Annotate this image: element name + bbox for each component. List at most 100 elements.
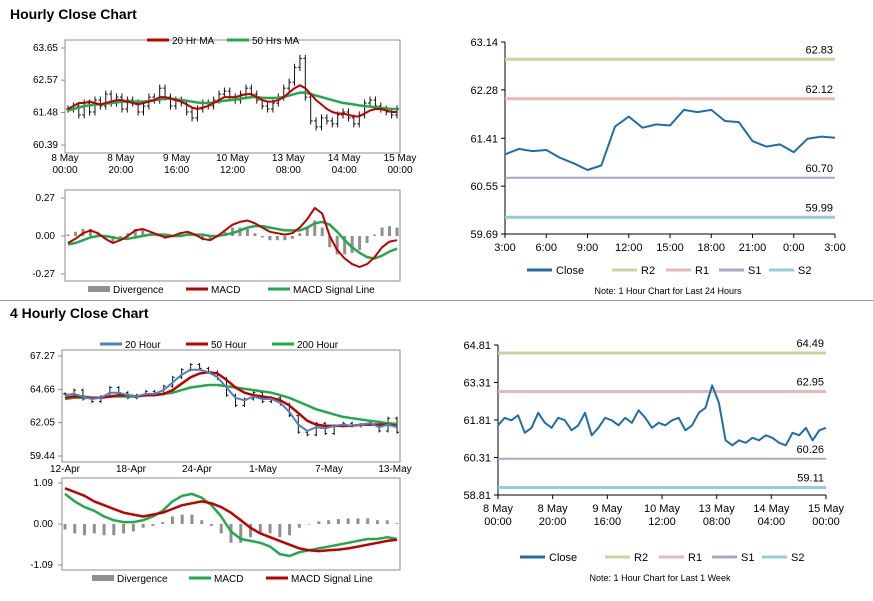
hourly-pivot-x-tick: 9:00 (577, 242, 598, 254)
hourly-macd-divergence-bar (328, 236, 332, 248)
legend-hourly-divergence-label: Divergence (113, 285, 164, 296)
four-hourly-pivot-y-tick: 60.31 (463, 453, 491, 465)
hourly-pivot-legend-label: Close (556, 265, 584, 277)
four-hourly-macd-divergence-bar (336, 519, 340, 524)
hourly-macd-divergence-bar (111, 236, 115, 242)
hourly-macd-divergence-bar (245, 228, 249, 236)
four-hourly-macd-divergence-bar (219, 524, 223, 534)
legend-20hr-ma-label: 20 Hr MA (172, 36, 215, 47)
four-hourly-macd-y-tick: 1.09 (34, 478, 54, 489)
four-hourly-price-y-tick: 67.27 (30, 351, 55, 362)
four-hourly-price-x-tick: 12-Apr (50, 464, 81, 475)
four-hourly-macd-divergence-bar (180, 514, 184, 524)
hourly-pivot-y-tick: 61.41 (470, 133, 498, 145)
four-hourly-macd-divergence-bar (297, 524, 301, 528)
four-hourly-macd-divergence-bar (122, 524, 126, 534)
four-hourly-macd-divergence-bar (366, 518, 370, 524)
legend-four-hourly-divergence-label: Divergence (117, 574, 168, 585)
hourly-macd-divergence-bar (290, 236, 294, 239)
four-hourly-macd-divergence-bar (327, 520, 331, 524)
hourly-pivot-x-tick: 12:00 (615, 242, 643, 254)
hourly-pivot-x-tick: 3:00 (494, 242, 515, 254)
four-hourly-pivot-legend-label: R2 (634, 552, 648, 564)
hourly-price-y-tick: 60.39 (33, 140, 58, 151)
hourly-macd-divergence-bar (268, 236, 272, 241)
four-hourly-macd-divergence-bar (190, 514, 194, 524)
four-hourly-price-x-tick: 1-May (249, 464, 277, 475)
four-hourly-macd-divergence-bar (346, 518, 350, 524)
hourly-macd-divergence-bar (193, 236, 197, 237)
hourly-pivot-x-tick: 18:00 (697, 242, 725, 254)
hourly-pivot-legend-label: R2 (641, 265, 655, 277)
hourly-macd-divergence-bar (126, 233, 130, 236)
hourly-macd-divergence-bar (298, 233, 302, 236)
hourly-price-x-tick-date: 8 May (51, 153, 78, 164)
section-divider (0, 300, 873, 301)
hourly-macd-y-tick: -0.27 (32, 269, 55, 280)
hourly-macd-divergence-bar (388, 226, 392, 236)
hourly-macd-divergence-bar (208, 236, 212, 241)
four-hourly-macd-divergence-bar (268, 524, 272, 534)
four-hourly-macd-divergence-bar (288, 524, 292, 536)
hourly-section-title: Hourly Close Chart (10, 6, 137, 22)
hourly-pivot-legend-label: R1 (695, 265, 709, 277)
hourly-macd-divergence-bar (365, 236, 369, 244)
hourly-price-x-tick-time: 12:00 (220, 165, 245, 176)
four-hourly-macd-divergence-bar (395, 523, 399, 524)
hourly-price-y-tick: 61.48 (33, 108, 58, 119)
four-hourly-pivot-legend-label: S1 (741, 552, 754, 564)
four-hourly-section-title: 4 Hourly Close Chart (10, 305, 149, 321)
hourly-macd-divergence-bar (96, 233, 100, 236)
hourly-macd-divergence-bar (141, 228, 145, 236)
four-hourly-macd-divergence-bar (92, 524, 96, 534)
hourly-price-x-tick-time: 00:00 (52, 165, 77, 176)
hourly-macd-divergence-bar (380, 227, 384, 236)
four-hourly-pivot-x-tick-time: 04:00 (758, 516, 786, 528)
hourly-macd-divergence-bar (88, 228, 92, 236)
four-hourly-pivot-x-tick-date: 14 May (753, 503, 790, 515)
hourly-pivot-legend-label: S1 (748, 265, 761, 277)
four-hourly-pivot-x-tick-date: 15 May (808, 503, 845, 515)
legend-50hrs-ma-label: 50 Hrs MA (252, 36, 300, 47)
hourly-macd-divergence-bar (118, 236, 122, 238)
hourly-pivot-y-tick: 59.69 (470, 229, 498, 241)
hourly-macd-signal-line (67, 220, 398, 260)
hourly-macd-divergence-bar (133, 228, 137, 236)
hourly-20hr-ma-line (67, 84, 397, 118)
four-hourly-50-hour-line (64, 370, 398, 428)
four-hourly-macd-divergence-bar (200, 520, 204, 524)
four-hourly-pivot-legend-label: Close (549, 552, 577, 564)
hourly-pivot-legend-label: S2 (798, 265, 811, 277)
four-hourly-pivot-x-tick-time: 20:00 (539, 516, 567, 528)
hourly-50hrs-ma-line (67, 91, 397, 112)
hourly-pivot-level-label-r2: 62.83 (805, 44, 833, 56)
hourly-macd-y-tick: 0.00 (36, 231, 56, 242)
legend-four-hourly-macd-label: MACD (214, 574, 243, 585)
hourly-pivot-y-tick: 60.55 (470, 181, 498, 193)
hourly-macd-divergence-bar (350, 236, 354, 253)
four-hourly-pivot-x-tick-date: 8 May (483, 503, 513, 515)
four-hourly-macd-divergence-bar (131, 524, 135, 532)
hourly-price-x-tick-date: 14 May (328, 153, 361, 164)
four-hourly-pivot-level-label-s2: 59.11 (797, 473, 824, 485)
four-hourly-price-frame (61, 349, 401, 463)
four-hourly-price-x-tick: 13-May (378, 464, 411, 475)
hourly-macd-line (67, 206, 398, 268)
four-hourly-macd-divergence-bar (385, 520, 389, 524)
four-hourly-pivot-x-tick-time: 16:00 (594, 516, 622, 528)
four-hourly-macd-y-tick: -1.09 (30, 560, 53, 571)
hourly-price-x-tick-date: 9 May (163, 153, 190, 164)
four-hourly-price-x-tick: 7-May (315, 464, 343, 475)
four-hourly-pivot-y-tick: 63.31 (463, 378, 491, 390)
four-hourly-pivot-x-tick-time: 00:00 (812, 516, 840, 528)
four-hourly-macd-divergence-bar (112, 524, 116, 536)
hourly-pivot-x-tick: 0:00 (783, 242, 804, 254)
four-hourly-price-y-tick: 64.66 (30, 384, 55, 395)
hourly-macd-divergence-bar (373, 234, 377, 236)
hourly-macd-divergence-bar (66, 234, 70, 236)
four-hourly-macd-divergence-bar (141, 524, 145, 528)
hourly-macd-divergence-bar (156, 236, 160, 237)
hourly-price-y-tick: 62.57 (33, 75, 58, 86)
four-hourly-macd-divergence-bar (239, 524, 243, 543)
hourly-macd-divergence-bar (231, 227, 234, 236)
